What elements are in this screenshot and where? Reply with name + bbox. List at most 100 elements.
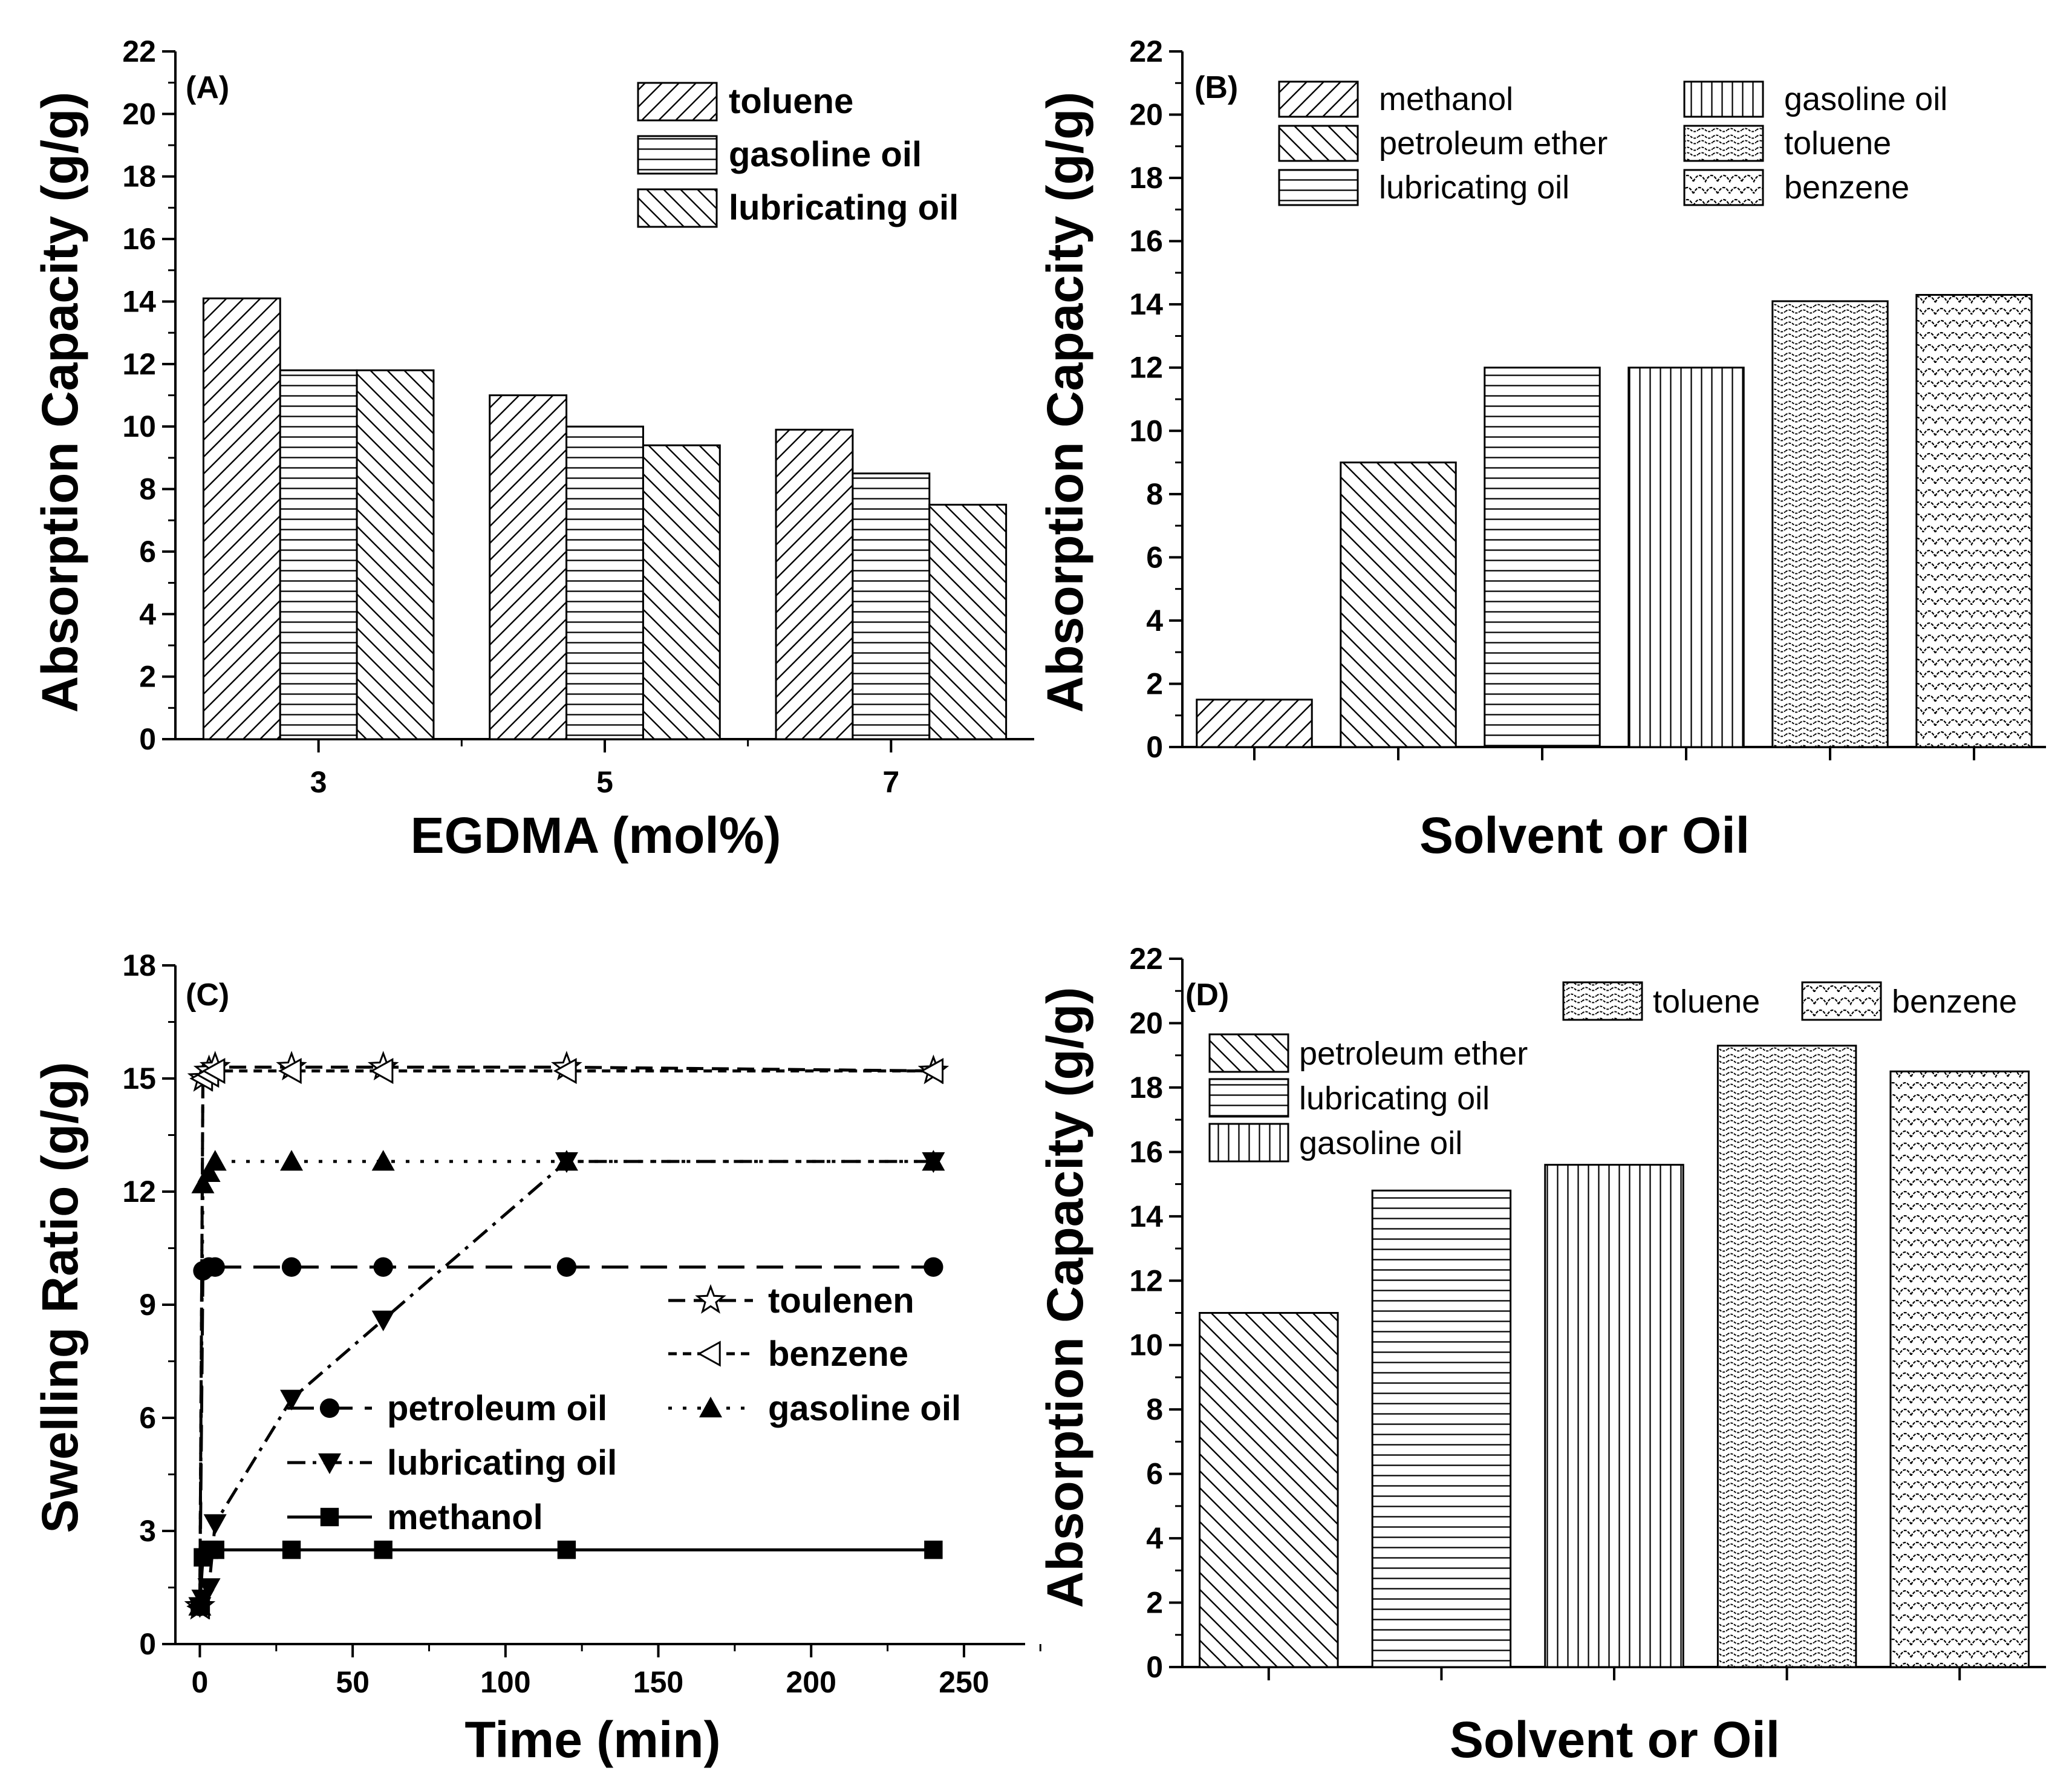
panel-d-y-tick-label: 6 <box>1146 1457 1163 1491</box>
panel-a-legend-label: toluene <box>729 82 853 121</box>
panel-c-point-petroleum-oil <box>281 1257 302 1277</box>
panel-c-y-tick-label: 9 <box>139 1288 156 1322</box>
panel-d-y-axis-title: Absorption Capacity (g/g) <box>1037 987 1093 1608</box>
panel-b-y-tick-label: 16 <box>1129 224 1163 258</box>
panel-d-y-tick-label: 0 <box>1146 1650 1163 1684</box>
panel-c-point-lubricating-oil <box>280 1389 304 1411</box>
panel-d-bar-lubricating-oil <box>1371 1189 1512 1668</box>
panel-b-legend-label: benzene <box>1784 169 1909 206</box>
panel-c-point-methanol <box>924 1540 943 1559</box>
panel-c-y-tick-label: 15 <box>122 1062 156 1095</box>
panel-b-legend-label: petroleum ether <box>1379 125 1608 162</box>
panel-c-legend-label: petroleum oil <box>387 1389 607 1428</box>
panel-c-x-tick-label: 150 <box>633 1665 683 1699</box>
panel-b-legend-label: toluene <box>1784 125 1891 162</box>
panel-a-bar <box>202 297 281 740</box>
panel-a-bar <box>775 428 854 740</box>
panel-c-x-tick-label: 0 <box>192 1665 209 1699</box>
panel-b-legend-label: lubricating oil <box>1379 169 1569 206</box>
panel-d-y-tick-label: 2 <box>1146 1586 1163 1620</box>
panel-c-label: (C) <box>186 977 229 1013</box>
panel-b-y-tick-label: 2 <box>1146 667 1163 700</box>
panel-c-y-axis-title: Swelling Ratio (g/g) <box>31 1062 88 1533</box>
panel-b-legend-swatch <box>1683 125 1764 162</box>
panel-b-y-tick-label: 6 <box>1146 540 1163 574</box>
panel-b-bar-lubricating-oil <box>1484 367 1601 748</box>
panel-a-bar <box>928 503 1008 740</box>
panel-a-bar <box>279 369 358 740</box>
panel-d-y-tick-label: 12 <box>1129 1264 1163 1297</box>
panel-b-y-tick-label: 20 <box>1129 98 1163 132</box>
panel-a-label: (A) <box>186 70 229 105</box>
panel-a-y-tick-label: 6 <box>139 535 156 569</box>
panel-b-bar-toluene <box>1771 300 1889 748</box>
panel-c-legend-marker-petroleum-oil <box>319 1398 340 1418</box>
panel-a-legend-swatch <box>637 188 718 228</box>
panel-c-point-gasoline-oil <box>191 1172 215 1193</box>
panel-a-x-tick-label: 3 <box>310 765 327 799</box>
panel-c-legend-label: gasoline oil <box>768 1389 961 1428</box>
panel-a-y-tick-label: 0 <box>139 722 156 756</box>
panel-a-y-tick-label: 14 <box>122 284 156 318</box>
panel-a-y-tick-label: 12 <box>122 347 156 381</box>
panel-a-legend-swatch <box>637 135 718 175</box>
panel-c-point-methanol <box>282 1540 301 1559</box>
panel-d-legend-label: gasoline oil <box>1299 1125 1462 1161</box>
panel-a-x-tick-label: 5 <box>596 765 613 799</box>
panel-b-bar-gasoline-oil <box>1627 367 1745 748</box>
panel-d-y-tick-label: 4 <box>1146 1521 1163 1555</box>
panel-a-bar <box>852 472 931 740</box>
panel-d-x-axis-title: Solvent or Oil <box>1450 1711 1780 1768</box>
panel-c-legend-marker-methanol <box>320 1507 339 1527</box>
panel-d-y-tick-label: 22 <box>1129 942 1163 976</box>
panel-d-y-tick-label: 16 <box>1129 1135 1163 1169</box>
panel-c-point-gasoline-oil <box>203 1150 227 1171</box>
panel-c-point-benzene <box>920 1057 944 1085</box>
panel-a-y-tick-label: 22 <box>122 34 156 68</box>
panel-c-line-lubricating-oil <box>198 1160 934 1607</box>
panel-c-legend-label: toulenen <box>768 1281 914 1320</box>
panel-c-x-tick-label: 250 <box>939 1665 989 1699</box>
panel-d-bar-toluene <box>1716 1045 1857 1668</box>
panel-c-legend-marker-gasoline-oil <box>699 1397 722 1418</box>
panel-b-y-tick-label: 4 <box>1146 604 1163 638</box>
panel-d-label: (D) <box>1185 977 1229 1013</box>
panel-b-y-tick-label: 12 <box>1129 351 1163 385</box>
panel-c-y-tick-label: 18 <box>122 948 156 982</box>
panel-d-y-tick-label: 20 <box>1129 1006 1163 1040</box>
panel-c-point-lubricating-oil <box>555 1152 578 1173</box>
panel-c-legend-marker-lubricating-oil <box>318 1453 341 1474</box>
panel-c-y-tick-label: 12 <box>122 1175 156 1209</box>
panel-b-bar-methanol <box>1196 699 1313 748</box>
panel-b-legend-swatch <box>1683 80 1764 118</box>
panel-b-y-tick-label: 22 <box>1129 34 1163 68</box>
panel-c-legend-label: benzene <box>768 1334 908 1374</box>
panel-c-point-benzene <box>553 1057 577 1085</box>
panel-b-legend-swatch <box>1278 80 1359 118</box>
panel-a-x-axis-title: EGDMA (mol%) <box>411 807 781 864</box>
panel-c-point-petroleum-oil <box>556 1257 577 1277</box>
panel-c-legend-marker-benzene <box>697 1340 721 1367</box>
panel-c-x-tick-label: 50 <box>336 1665 370 1699</box>
panel-c-point-lubricating-oil <box>197 1578 221 1599</box>
panel-c-point-lubricating-oil <box>203 1514 227 1535</box>
panel-a-bar <box>489 394 568 740</box>
panel-d-y-tick-label: 14 <box>1129 1199 1163 1233</box>
panel-a-y-tick-label: 10 <box>122 410 156 443</box>
panel-a-x-tick-label: 7 <box>882 765 899 799</box>
panel-d-bar-gasoline-oil <box>1544 1164 1684 1668</box>
panel-d-legend-label: lubricating oil <box>1299 1080 1490 1117</box>
panel-b-legend-swatch <box>1278 125 1359 162</box>
panel-b-legend-swatch <box>1278 169 1359 206</box>
panel-c-point-benzene <box>370 1057 394 1085</box>
panel-d-y-tick-label: 8 <box>1146 1392 1163 1426</box>
panel-c-line-toulenen <box>198 1065 934 1607</box>
panel-d-y-tick-label: 18 <box>1129 1071 1163 1105</box>
panel-b-legend-label: methanol <box>1379 81 1513 117</box>
panel-a-legend-label: lubricating oil <box>729 188 959 227</box>
panel-b-y-tick-label: 0 <box>1146 730 1163 764</box>
panel-d-legend-swatch <box>1562 981 1643 1021</box>
